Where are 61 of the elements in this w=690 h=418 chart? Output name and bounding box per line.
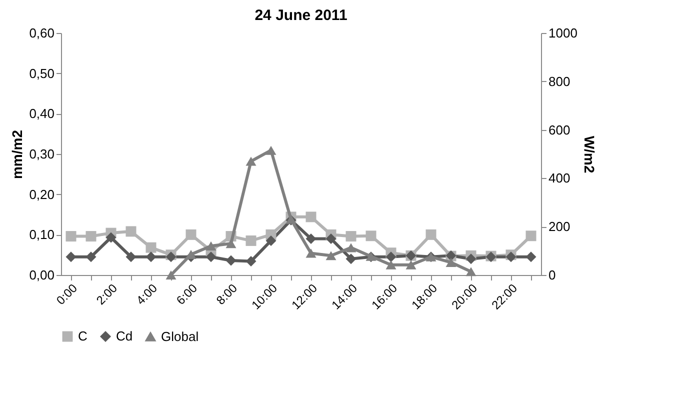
point	[66, 231, 76, 242]
point	[266, 146, 276, 155]
point	[346, 243, 356, 252]
point	[326, 233, 336, 244]
point	[226, 239, 236, 248]
point	[126, 226, 136, 237]
point	[446, 258, 456, 267]
point	[526, 252, 536, 262]
y-tick-label: 0,60	[29, 26, 54, 40]
point	[266, 235, 276, 246]
y2-tick-label: 600	[548, 122, 570, 138]
point	[146, 252, 156, 262]
legend-label: Cd	[116, 328, 133, 344]
point	[166, 270, 176, 280]
y-tick-label: 0,10	[29, 227, 54, 242]
point	[326, 251, 336, 260]
point	[526, 230, 536, 242]
point	[246, 256, 256, 267]
point	[246, 156, 256, 166]
point	[306, 212, 316, 222]
y2-tick-label: 800	[548, 74, 570, 89]
point	[406, 260, 416, 270]
x-tick-label: 8:00	[214, 280, 240, 308]
x-tick-label: 0:00	[54, 280, 80, 308]
point	[366, 230, 376, 242]
point	[206, 252, 216, 262]
y-tick-label: 0,20	[29, 186, 54, 202]
y-tick-label: 0,30	[29, 146, 54, 162]
point	[386, 252, 396, 262]
point	[306, 248, 316, 258]
point	[466, 254, 476, 264]
point	[146, 242, 156, 253]
point	[86, 252, 96, 262]
point	[346, 254, 356, 264]
chart-title: 24 June 2011	[254, 7, 348, 24]
legend-label: C	[78, 328, 88, 344]
point	[206, 241, 216, 250]
point	[386, 260, 396, 270]
legend-label: Global	[161, 328, 199, 344]
point	[226, 255, 236, 266]
point	[66, 252, 76, 262]
point	[106, 232, 116, 243]
point	[426, 229, 436, 240]
point	[186, 229, 196, 240]
point	[466, 267, 476, 276]
point	[86, 231, 96, 242]
y-axis-title: mm/m2	[9, 130, 26, 180]
y2-tick-label: 400	[548, 170, 570, 186]
point	[306, 233, 316, 244]
point	[246, 235, 256, 246]
point	[346, 231, 356, 242]
x-tick-label: 4:00	[134, 280, 160, 308]
y-tick-label: 0,50	[29, 66, 54, 81]
y-tick-label: 0,00	[29, 268, 54, 282]
y2-tick-label: 0	[548, 268, 556, 282]
x-tick-label: 6:00	[174, 280, 200, 308]
y2-tick-label: 200	[548, 219, 570, 234]
y2-tick-label: 1000	[548, 26, 578, 40]
y-tick-label: 0,40	[29, 106, 54, 122]
point	[126, 252, 136, 262]
y2-axis-title: W/m2	[581, 136, 598, 174]
